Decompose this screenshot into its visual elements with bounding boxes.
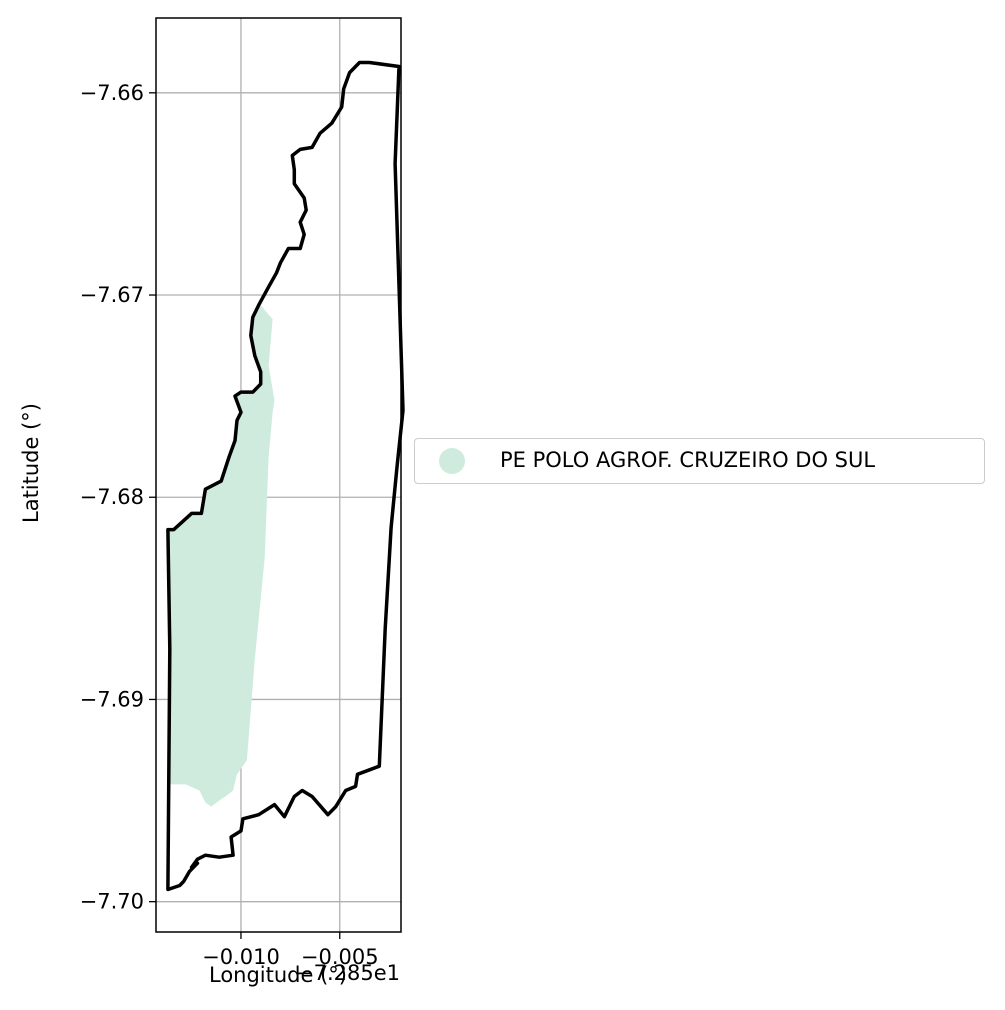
axes-frame	[155, 17, 402, 933]
legend-marker-0	[439, 448, 465, 474]
y-tick-label-2: −7.68	[80, 485, 144, 509]
boundary-outline	[166, 60, 405, 892]
y-tick-label-1: −7.67	[80, 283, 144, 307]
filled-area	[167, 305, 275, 807]
x-tick-label-1: −0.005	[301, 945, 379, 969]
legend-label-0: PE POLO AGROF. CRUZEIRO DO SUL	[500, 448, 876, 472]
y-tick-label-4: −7.70	[80, 890, 144, 914]
y-tick-label-3: −7.69	[80, 687, 144, 711]
y-axis-label: Latitude (°)	[19, 403, 43, 523]
legend: PE POLO AGROF. CRUZEIRO DO SUL	[414, 438, 985, 484]
x-axis-label: Longitude (°)	[209, 963, 347, 987]
grid-lines	[156, 18, 401, 932]
x-tick-label-0: −0.010	[202, 945, 280, 969]
x-axis-offset-label: −7.285e1	[296, 961, 400, 985]
axis-ticks: −0.010 −0.005 −7.66 −7.67 −7.68 −7.69 −7.70	[80, 81, 379, 969]
y-tick-label-0: −7.66	[80, 81, 144, 105]
